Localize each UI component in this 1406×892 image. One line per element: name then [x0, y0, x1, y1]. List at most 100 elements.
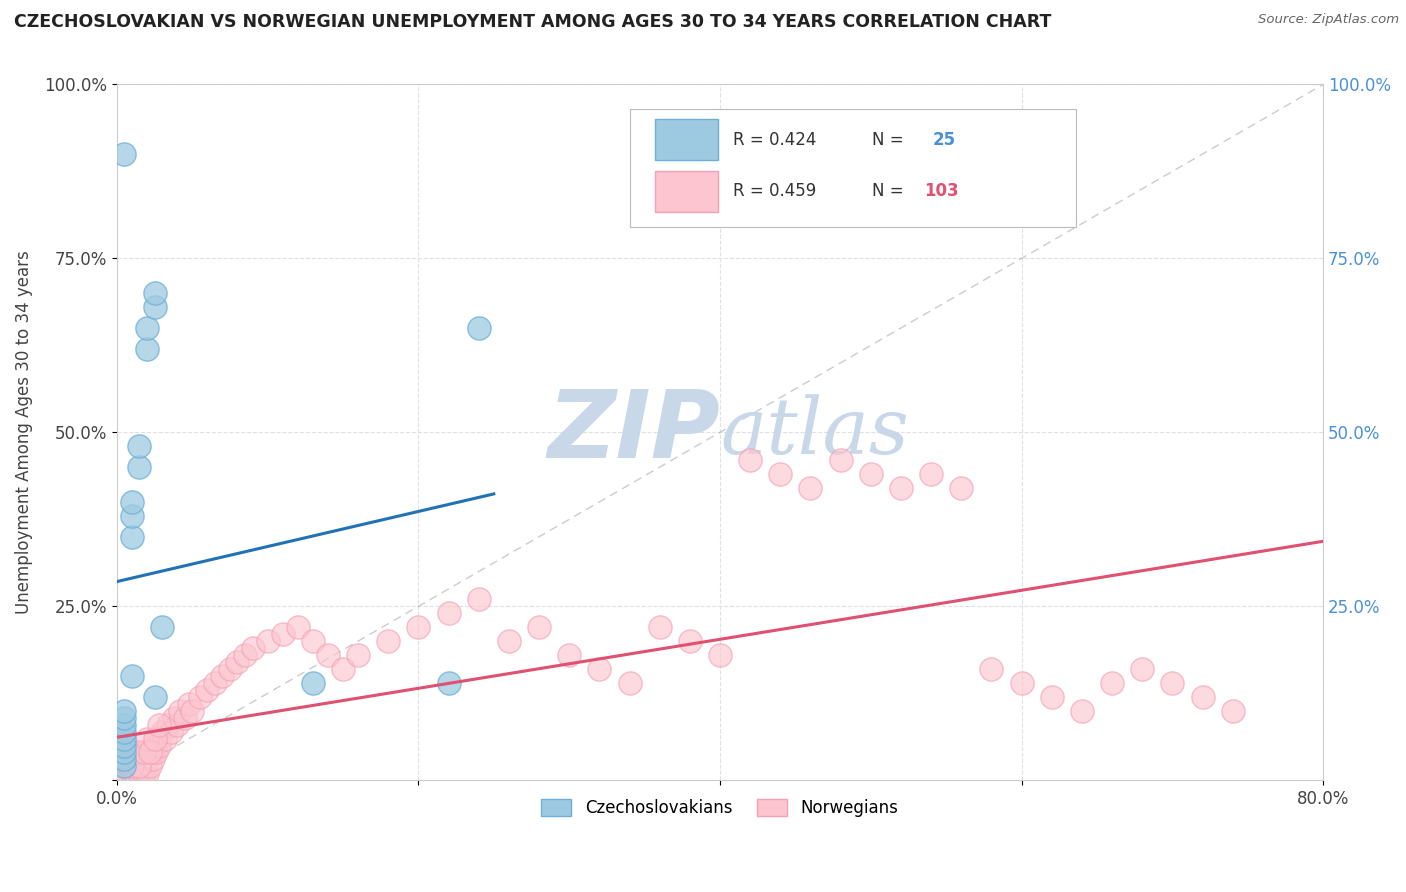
Point [377, 634, 399, 648]
Point [166, 717, 188, 731]
Point [122, 759, 145, 773]
FancyBboxPatch shape [630, 109, 1076, 227]
Point [112, 724, 135, 739]
Point [437, 607, 460, 621]
Point [1191, 690, 1213, 704]
Point [950, 481, 973, 495]
Point [112, 731, 135, 746]
Point [124, 752, 146, 766]
Point [160, 724, 183, 739]
Text: CZECHOSLOVAKIAN VS NORWEGIAN UNEMPLOYMENT AMONG AGES 30 TO 34 YEARS CORRELATION : CZECHOSLOVAKIAN VS NORWEGIAN UNEMPLOYMEN… [14, 13, 1052, 31]
Point [467, 592, 489, 607]
Point [136, 746, 159, 760]
Point [150, 620, 173, 634]
Point [112, 752, 135, 766]
Point [121, 530, 143, 544]
Text: ZIP: ZIP [547, 386, 720, 478]
Point [141, 746, 163, 760]
Text: N =: N = [872, 182, 904, 200]
Point [117, 752, 139, 766]
Point [112, 711, 135, 725]
Point [1070, 704, 1092, 718]
Legend: Czechoslovakians, Norwegians: Czechoslovakians, Norwegians [534, 793, 905, 824]
Point [188, 690, 211, 704]
Point [890, 481, 912, 495]
Text: N =: N = [872, 131, 904, 149]
Point [121, 669, 143, 683]
FancyBboxPatch shape [655, 170, 717, 211]
Point [136, 342, 159, 356]
Point [121, 759, 143, 773]
Text: Source: ZipAtlas.com: Source: ZipAtlas.com [1258, 13, 1399, 27]
Point [332, 662, 354, 676]
Point [132, 752, 155, 766]
Point [129, 752, 152, 766]
Point [121, 508, 143, 523]
Point [408, 620, 430, 634]
Point [136, 321, 159, 335]
Point [588, 662, 610, 676]
Point [136, 766, 159, 780]
Point [128, 759, 150, 773]
Point [143, 690, 166, 704]
Point [287, 620, 309, 634]
Point [1161, 676, 1184, 690]
Point [219, 662, 242, 676]
Point [127, 752, 149, 766]
Point [127, 759, 149, 773]
Point [112, 739, 135, 753]
Text: R = 0.424: R = 0.424 [734, 131, 817, 149]
Point [128, 746, 150, 760]
Point [110, 766, 132, 780]
Point [108, 759, 131, 773]
FancyBboxPatch shape [655, 120, 717, 161]
Point [859, 467, 882, 482]
Point [148, 717, 170, 731]
Point [146, 731, 169, 746]
Point [136, 731, 159, 746]
Point [799, 481, 821, 495]
Point [181, 704, 204, 718]
Text: 103: 103 [924, 182, 959, 200]
Text: 25: 25 [932, 131, 956, 149]
Point [169, 704, 191, 718]
Point [125, 746, 148, 760]
Point [1130, 662, 1153, 676]
Point [128, 766, 150, 780]
Point [1101, 676, 1123, 690]
Point [648, 620, 671, 634]
Point [112, 759, 135, 773]
Point [112, 752, 135, 766]
Point [139, 746, 162, 760]
Point [121, 746, 143, 760]
Point [619, 676, 641, 690]
Point [150, 724, 173, 739]
Point [256, 634, 278, 648]
Point [138, 752, 160, 766]
Point [271, 627, 294, 641]
Point [115, 759, 138, 773]
Text: atlas: atlas [720, 394, 908, 470]
Point [195, 682, 218, 697]
Point [134, 759, 156, 773]
Point [121, 766, 143, 780]
Point [173, 711, 195, 725]
Point [129, 759, 152, 773]
Point [128, 460, 150, 475]
Point [709, 648, 731, 662]
Point [139, 759, 162, 773]
Point [347, 648, 370, 662]
Point [125, 759, 148, 773]
Point [163, 711, 186, 725]
Point [498, 634, 520, 648]
Point [142, 752, 165, 766]
Point [128, 439, 150, 453]
Point [920, 467, 942, 482]
Point [148, 739, 170, 753]
Point [120, 752, 142, 766]
Point [118, 746, 141, 760]
Point [679, 634, 702, 648]
Point [153, 731, 176, 746]
Point [120, 759, 142, 773]
Point [143, 739, 166, 753]
